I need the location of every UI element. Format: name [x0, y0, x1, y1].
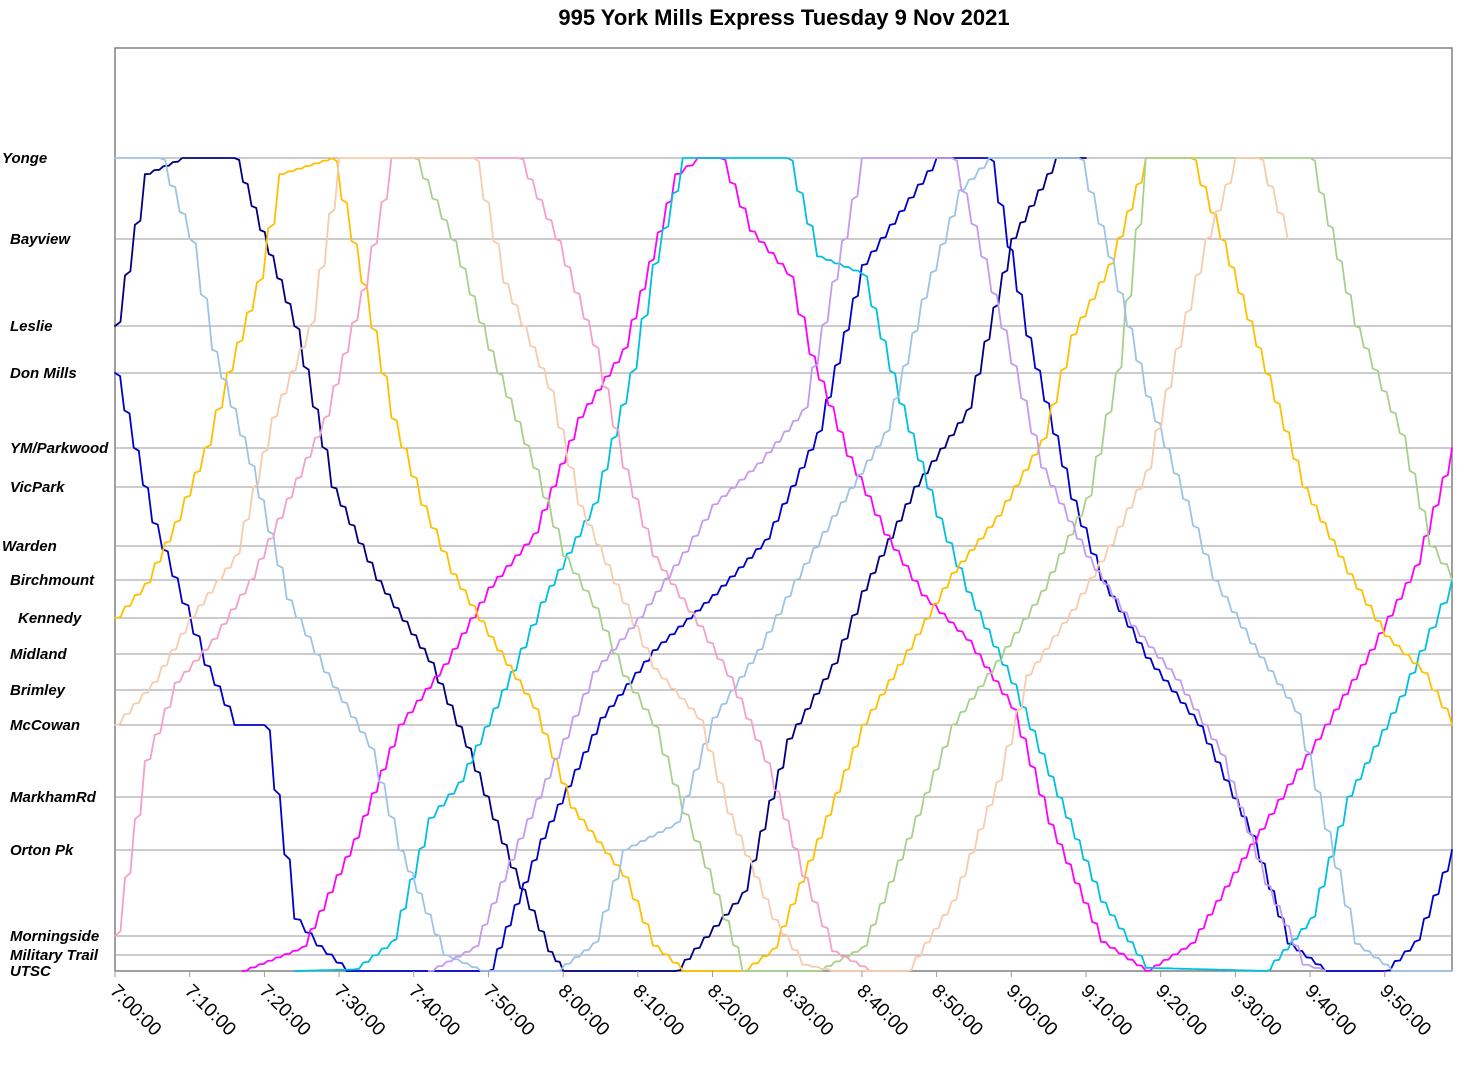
x-tick-label: 9:20:00 — [1151, 981, 1211, 1041]
x-tick-labels: 7:00:00 7:10:00 7:20:00 7:30:00 7:40:00 7:50:… — [105, 971, 1435, 1041]
x-tick-label: 8:10:00 — [628, 981, 688, 1041]
stop-label: Birchmount — [10, 572, 95, 589]
bus-trip-line — [114, 157, 871, 972]
stop-label: Yonge — [2, 150, 47, 167]
x-tick-label: 8:40:00 — [852, 981, 912, 1041]
x-tick-label: 9:10:00 — [1076, 981, 1136, 1041]
bus-trip-line — [674, 157, 1087, 972]
x-tick-label: 8:00:00 — [554, 981, 614, 1041]
stop-label: Orton Pk — [10, 842, 74, 859]
x-tick-label: 7:50:00 — [479, 981, 539, 1041]
x-tick-label: 9:50:00 — [1375, 981, 1435, 1041]
bus-trip-line — [487, 157, 1453, 972]
stop-label: MarkhamRd — [10, 789, 97, 806]
x-tick-label: 7:10:00 — [180, 981, 240, 1041]
x-tick-label: 8:50:00 — [927, 981, 987, 1041]
x-tick-label: 7:40:00 — [404, 981, 464, 1041]
series-lines — [114, 157, 1453, 972]
stop-label: Don Mills — [10, 365, 77, 382]
x-tick-label: 9:00:00 — [1002, 981, 1062, 1041]
chart-title: 995 York Mills Express Tuesday 9 Nov 202… — [558, 5, 1009, 30]
stop-label: Bayview — [10, 231, 71, 248]
x-tick-label: 7:20:00 — [255, 981, 315, 1041]
stop-label: UTSC — [10, 963, 52, 980]
bus-trip-line — [114, 157, 1453, 972]
bus-trip-line — [114, 372, 490, 972]
bus-trip-line — [293, 157, 1453, 972]
bus-trip-line — [241, 157, 1453, 972]
stop-label: Warden — [2, 538, 57, 555]
bus-trip-line — [114, 157, 1289, 972]
stop-label: Kennedy — [18, 610, 82, 627]
x-tick-label: 8:30:00 — [778, 981, 838, 1041]
stop-label: Military Trail — [10, 947, 99, 964]
x-tick-label: 8:20:00 — [703, 981, 763, 1041]
bus-trip-line — [114, 157, 1453, 972]
stop-label: Leslie — [10, 318, 53, 335]
stop-label: Midland — [10, 646, 67, 663]
stop-label: VicPark — [10, 479, 65, 496]
plot-area — [114, 47, 1453, 972]
x-tick-label: 7:30:00 — [330, 981, 390, 1041]
stop-labels: Yonge Bayview Leslie Don Mills YM/Parkwood Vi… — [2, 150, 109, 980]
x-tick-label: 9:40:00 — [1301, 981, 1361, 1041]
x-tick-label: 7:00:00 — [105, 981, 165, 1041]
stop-label: Brimley — [10, 682, 66, 699]
stop-label: McCowan — [10, 717, 80, 734]
bus-trip-line — [114, 157, 677, 972]
stop-label: YM/Parkwood — [10, 440, 109, 457]
x-tick-label: 9:30:00 — [1226, 981, 1286, 1041]
bus-trip-line — [412, 157, 1453, 972]
stop-label: Morningside — [10, 928, 99, 945]
bus-trip-line — [427, 157, 1326, 972]
